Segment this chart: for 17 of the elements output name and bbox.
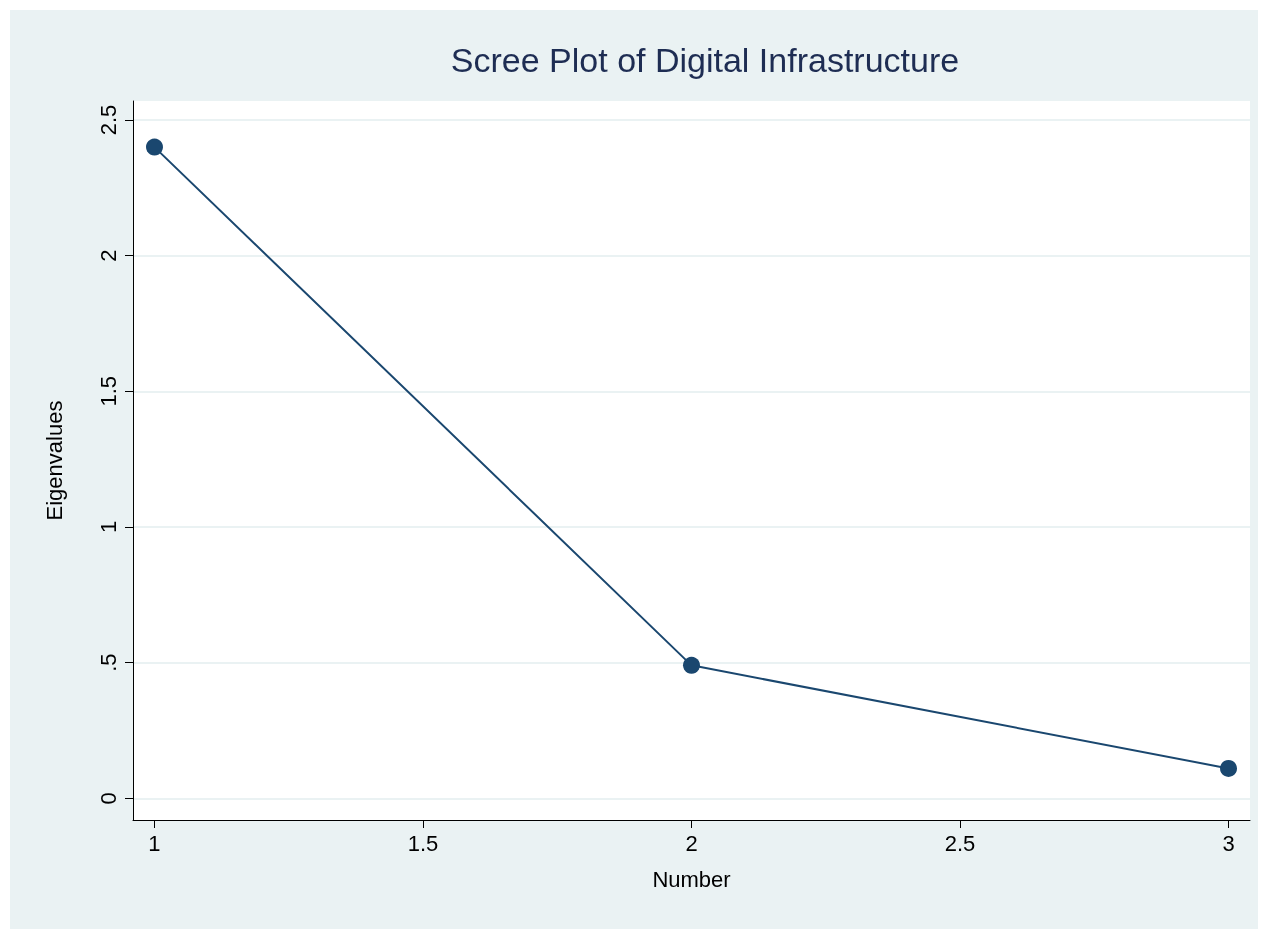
point <box>146 138 163 156</box>
y-tick-label: 1.5 <box>95 376 121 407</box>
x-tick-label: 2 <box>685 830 698 856</box>
y-tick-label: .5 <box>95 653 121 672</box>
y-tick-label: 1 <box>95 520 121 534</box>
point <box>1220 759 1238 777</box>
x-tick-label: 3 <box>1222 830 1235 856</box>
y-tick-label: 2 <box>95 249 121 262</box>
y-axis-title: Eigenvalues <box>41 400 67 521</box>
y-tick-label: 2.5 <box>95 104 121 136</box>
x-tick-label: 2.5 <box>944 830 976 856</box>
point <box>683 656 700 674</box>
x-tick-label: 1.5 <box>407 830 439 856</box>
chart-title: Scree Plot of Digital Infrastructure <box>450 41 960 79</box>
x-axis-title: Number <box>652 866 731 892</box>
y-tick-label: 0 <box>95 792 121 805</box>
x-tick-label: 1 <box>148 830 161 856</box>
